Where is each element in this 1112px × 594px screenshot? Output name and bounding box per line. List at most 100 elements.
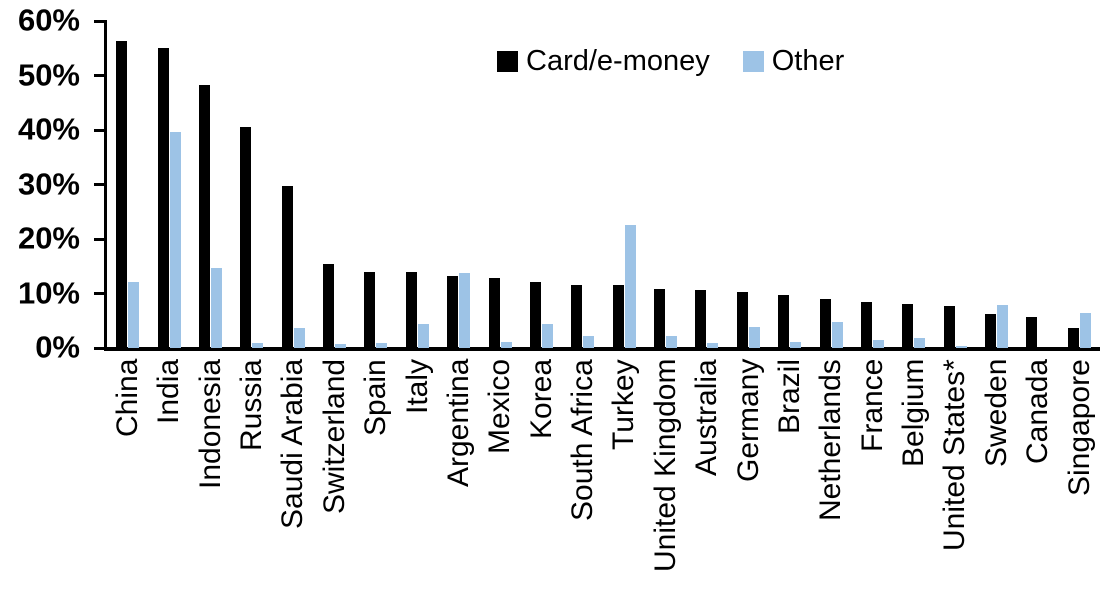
bar-card-e-money (695, 290, 707, 348)
bar-card-e-money (447, 275, 459, 348)
x-label-cell: Switzerland (314, 359, 355, 592)
bar-group (521, 21, 562, 348)
y-tick-mark (94, 128, 107, 132)
bar-other (624, 225, 636, 348)
bar-group (562, 21, 603, 348)
x-axis-label: Brazil (772, 359, 806, 435)
x-label-cell: Saudi Arabia (273, 359, 314, 592)
bar-group (148, 21, 189, 348)
x-axis-label: United Kingdom (648, 359, 682, 573)
x-label-cell: Russia (231, 359, 272, 592)
y-tick-label: 40% (17, 111, 80, 147)
x-axis-label: Italy (400, 359, 434, 415)
bar-card-e-money (157, 47, 169, 348)
bar-group (686, 21, 727, 348)
legend-swatch-card-e-money-icon (497, 50, 518, 72)
y-tick-label: 50% (17, 56, 80, 92)
bar-card-e-money (985, 313, 997, 348)
bar-other (210, 268, 222, 348)
bar-group (1017, 21, 1058, 348)
y-tick-mark (94, 19, 107, 23)
bar-card-e-money (736, 291, 748, 348)
x-label-cell: France (852, 359, 893, 592)
x-axis-label: Korea (524, 359, 558, 440)
bar-group (273, 21, 314, 348)
x-axis-label: Canada (1021, 359, 1055, 465)
x-axis-label: Russia (235, 359, 269, 451)
bar-other (128, 281, 140, 348)
x-axis-label: Singapore (1062, 359, 1096, 496)
x-label-cell: China (107, 359, 148, 592)
x-axis-label: Indonesia (193, 359, 227, 490)
bar-card-e-money (778, 294, 790, 348)
bar-group (314, 21, 355, 348)
bar-other (955, 346, 967, 348)
x-axis-line (104, 347, 1100, 351)
bar-other (583, 336, 595, 348)
x-label-cell: India (148, 359, 189, 592)
y-tick-label: 0% (35, 329, 80, 365)
y-tick-mark (94, 74, 107, 77)
bar-other (1079, 313, 1091, 348)
bar-group (397, 21, 438, 348)
legend-label-card-e-money: Card/e-money (526, 44, 710, 77)
y-tick-label: 30% (17, 165, 80, 201)
bar-group (893, 21, 934, 348)
x-label-cell: Indonesia (190, 359, 231, 592)
bar-other (335, 344, 347, 348)
bar-other (790, 342, 802, 348)
y-tick-label: 10% (17, 274, 80, 310)
bar-other (169, 131, 181, 348)
bar-other (831, 322, 843, 348)
x-axis-label: United States* (938, 359, 972, 551)
bar-group (231, 21, 272, 348)
legend-swatch-other-icon (742, 50, 764, 72)
x-label-cell: Belgium (893, 359, 934, 592)
legend: Card/e-money Other (497, 44, 844, 78)
bar-other (541, 324, 553, 348)
bar-card-e-money (281, 185, 293, 348)
y-tick-mark (94, 346, 107, 350)
bar-card-e-money (1067, 328, 1079, 348)
legend-label-other: Other (771, 44, 845, 77)
bar-card-e-money (529, 282, 541, 348)
bar-group (935, 21, 976, 348)
bar-other (666, 335, 678, 348)
x-label-cell: Korea (521, 359, 562, 592)
plot-area (107, 21, 1100, 348)
bar-group (604, 21, 645, 348)
x-label-cell: United Kingdom (645, 359, 686, 592)
x-label-cell: Italy (397, 359, 438, 592)
bar-other (459, 273, 471, 348)
bar-card-e-money (943, 306, 955, 348)
bar-card-e-money (571, 284, 583, 348)
bar-card-e-money (1026, 316, 1038, 348)
bar-other (293, 327, 305, 348)
bar-group (976, 21, 1017, 348)
y-tick-label: 60% (17, 2, 80, 38)
x-label-cell: Australia (686, 359, 727, 592)
bar-other (997, 304, 1009, 348)
bar-other (872, 339, 884, 348)
bar-card-e-money (198, 85, 210, 348)
bar-card-e-money (323, 264, 335, 348)
x-label-cell: South Africa (562, 359, 603, 592)
x-axis-label: Australia (690, 359, 724, 476)
y-axis-line (104, 21, 107, 351)
bar-group (728, 21, 769, 348)
bar-group (852, 21, 893, 348)
x-axis-label: Turkey (607, 359, 641, 450)
x-label-cell: Mexico (479, 359, 520, 592)
x-label-cell: Canada (1017, 359, 1058, 592)
x-label-cell: Netherlands (810, 359, 851, 592)
bar-other (252, 342, 264, 348)
bar-card-e-money (364, 271, 376, 348)
x-axis-label: Germany (731, 359, 765, 483)
bar-group (355, 21, 396, 348)
bar-card-e-money (405, 272, 417, 348)
bar-card-e-money (902, 304, 914, 348)
bar-other (500, 341, 512, 348)
bar-card-e-money (612, 285, 624, 348)
y-tick-mark (94, 237, 107, 241)
